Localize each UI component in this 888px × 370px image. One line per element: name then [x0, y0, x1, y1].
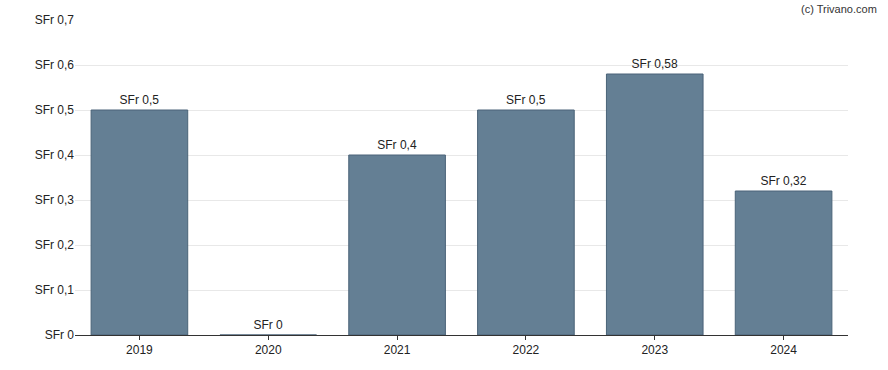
svg-text:SFr 0,4: SFr 0,4: [35, 148, 75, 162]
svg-text:2022: 2022: [513, 343, 540, 357]
svg-text:SFr 0,5: SFr 0,5: [506, 93, 546, 107]
svg-text:SFr 0,2: SFr 0,2: [35, 238, 75, 252]
svg-text:SFr 0,6: SFr 0,6: [35, 58, 75, 72]
svg-text:SFr 0,5: SFr 0,5: [120, 93, 160, 107]
svg-text:SFr 0,7: SFr 0,7: [35, 13, 75, 27]
svg-text:SFr 0,5: SFr 0,5: [35, 103, 75, 117]
svg-text:SFr 0,58: SFr 0,58: [632, 57, 678, 71]
svg-text:SFr 0,1: SFr 0,1: [35, 283, 75, 297]
svg-text:2020: 2020: [255, 343, 282, 357]
svg-text:2024: 2024: [770, 343, 797, 357]
svg-text:(c) Trivano.com: (c) Trivano.com: [801, 3, 877, 15]
svg-text:SFr 0: SFr 0: [45, 328, 75, 342]
svg-text:2023: 2023: [641, 343, 668, 357]
svg-text:SFr 0,32: SFr 0,32: [760, 174, 806, 188]
svg-text:SFr 0: SFr 0: [253, 318, 283, 332]
svg-text:2021: 2021: [384, 343, 411, 357]
svg-text:SFr 0,4: SFr 0,4: [377, 138, 417, 152]
svg-text:SFr 0,3: SFr 0,3: [35, 193, 75, 207]
svg-text:2019: 2019: [126, 343, 153, 357]
